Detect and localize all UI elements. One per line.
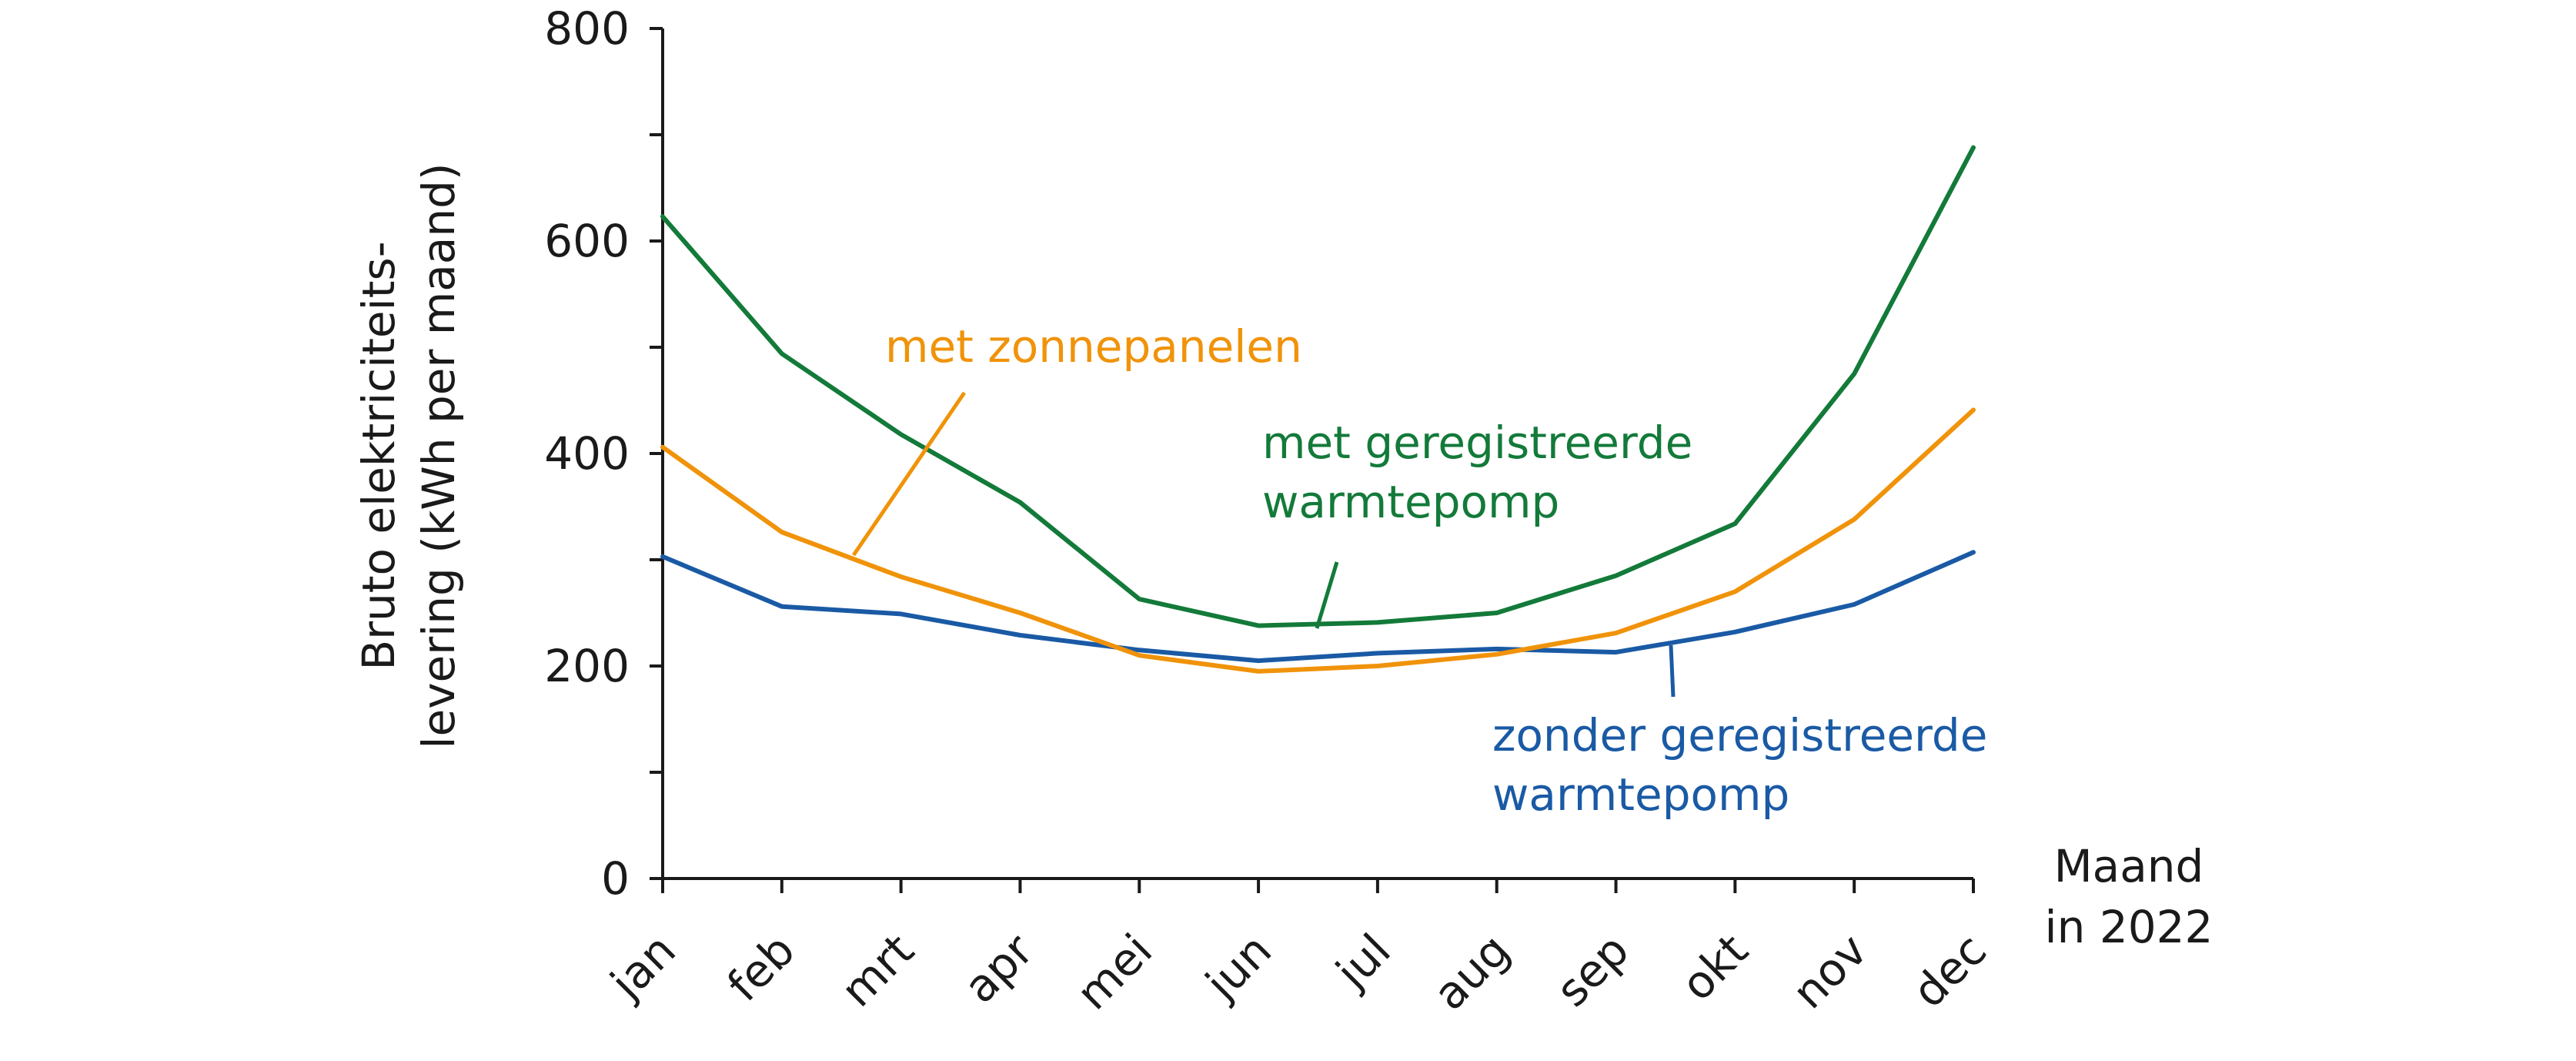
- x-tick-label: nov: [1782, 924, 1877, 1019]
- y-tick-label: 600: [544, 215, 630, 267]
- series-line-zonder-geregistreerde-warmtepomp: [660, 550, 1976, 664]
- leader-line-met-geregistreerde-warmtepomp: [1315, 561, 1339, 629]
- x-tick-label: apr: [954, 924, 1043, 1013]
- x-tick-label: okt: [1671, 924, 1758, 1011]
- series-lines: [660, 145, 1976, 674]
- series-label-zonder-geregistreerde-warmtepomp-line2: warmtepomp: [1492, 768, 1789, 821]
- series-label-zonder-geregistreerde-warmtepomp-line1: zonder geregistreerde: [1492, 709, 1987, 761]
- series-label-met-zonnepanelen-line1: met zonnepanelen: [885, 320, 1302, 373]
- x-tick-label: feb: [717, 924, 805, 1012]
- x-tick-label: jul: [1325, 924, 1401, 999]
- y-axis-title-line1: Bruto elektriciteits-: [352, 241, 405, 670]
- y-tick-label: 200: [544, 640, 630, 692]
- x-axis-title-line1: Maand: [2054, 840, 2204, 892]
- leader-line-zonder-geregistreerde-warmtepomp: [1669, 644, 1676, 698]
- x-tick-label: aug: [1423, 924, 1519, 1020]
- series-label-met-geregistreerde-warmtepomp-line1: met geregistreerde: [1262, 417, 1692, 469]
- x-tick-label: jun: [1194, 924, 1281, 1011]
- x-tick-label: jan: [600, 924, 686, 1010]
- y-tick-label: 0: [601, 852, 630, 905]
- y-tick-label: 800: [544, 2, 630, 55]
- series-label-met-geregistreerde-warmtepomp-line2: warmtepomp: [1262, 476, 1559, 528]
- x-axis-title-line2: in 2022: [2045, 901, 2213, 953]
- x-tick-label: mrt: [831, 924, 924, 1017]
- x-tick-label: dec: [1903, 924, 1996, 1018]
- x-tick-label: sep: [1546, 924, 1639, 1017]
- y-tick-label: 400: [544, 427, 630, 480]
- y-axis-title-line2: levering (kWh per maand): [413, 162, 465, 748]
- series-line-met-geregistreerde-warmtepomp: [660, 145, 1976, 628]
- x-tick-label: mei: [1067, 924, 1163, 1020]
- series-line-met-zonnepanelen: [660, 407, 1976, 674]
- series-labels: met geregistreerde warmtepomp met zonnepan…: [851, 320, 1987, 821]
- leader-line-met-zonnepanelen: [851, 391, 967, 557]
